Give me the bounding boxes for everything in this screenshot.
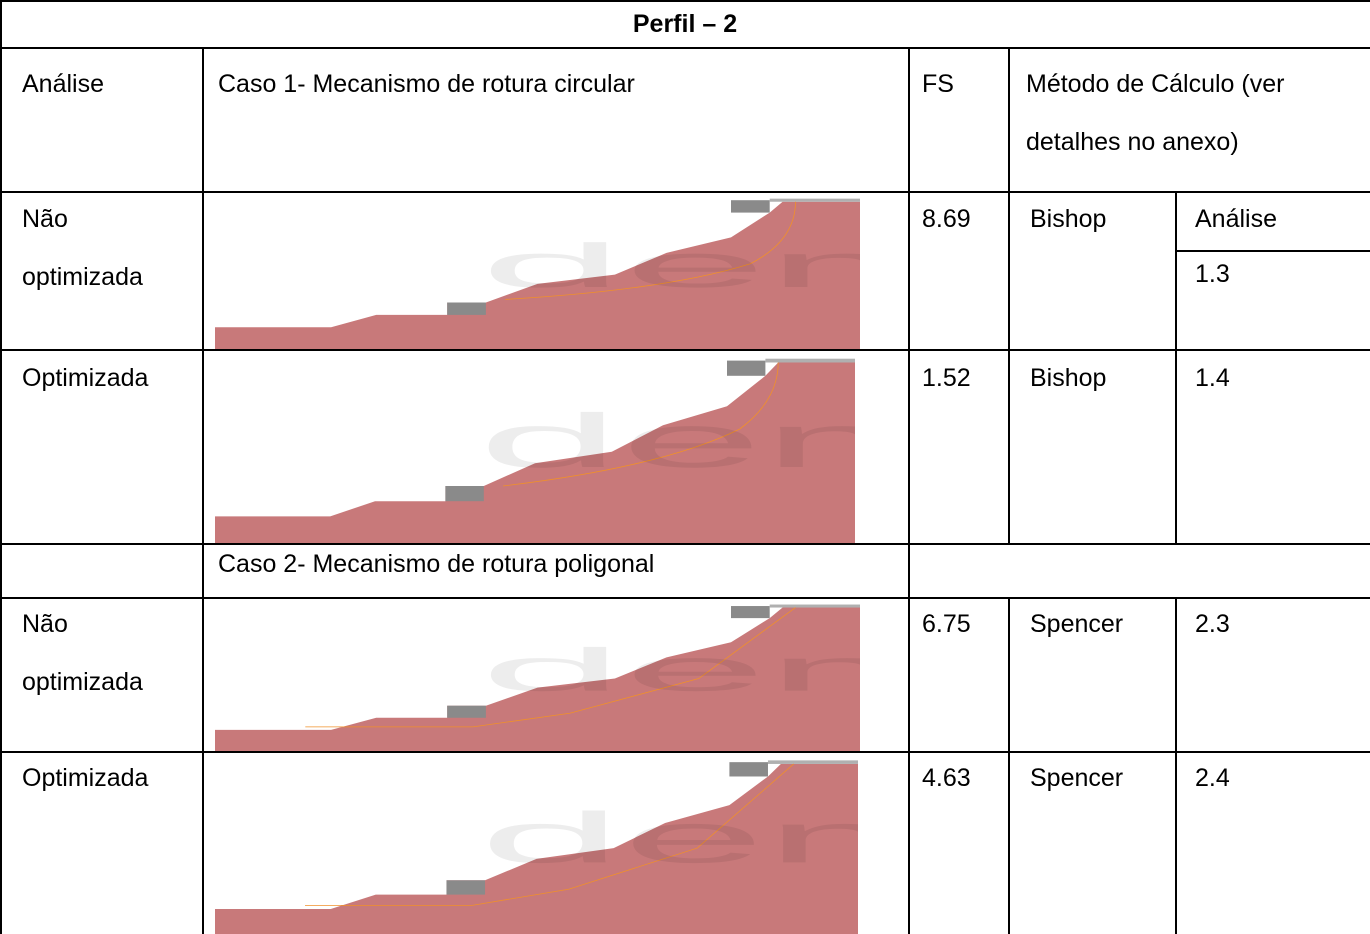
wall <box>446 880 486 895</box>
slip-surface <box>305 764 794 905</box>
rule <box>1175 191 1177 544</box>
cell: 8.69 <box>922 205 971 233</box>
slope-image: dem <box>215 194 982 349</box>
cell: Análise <box>1195 205 1277 233</box>
cell: 2.4 <box>1195 764 1230 792</box>
soil <box>215 607 860 751</box>
cell: Spencer <box>1030 610 1124 638</box>
slope-image: dem <box>215 600 982 751</box>
wall <box>447 705 486 718</box>
rule <box>1175 250 1370 252</box>
cell: Spencer <box>1030 764 1124 792</box>
soil <box>215 201 860 349</box>
rule <box>0 47 1370 49</box>
cell: Optimizada <box>22 764 149 792</box>
rule <box>1008 47 1010 544</box>
wall <box>769 604 860 608</box>
section-label: Caso 2- Mecanismo de rotura poligonal <box>218 550 655 578</box>
header-cell: FS <box>922 70 954 98</box>
slope-drawing: dem <box>215 358 976 543</box>
wall <box>729 762 768 777</box>
cell: 6.75 <box>922 610 971 638</box>
rule <box>0 349 1370 351</box>
rule <box>0 0 2 934</box>
wall <box>769 198 860 202</box>
rule <box>202 47 204 934</box>
rule <box>0 597 1370 599</box>
slope-drawing: dem <box>215 604 982 751</box>
rule <box>0 0 1370 2</box>
slip-surface <box>503 363 778 487</box>
cell: 1.52 <box>922 364 971 392</box>
wall <box>445 486 484 502</box>
cell: 2.3 <box>1195 610 1230 638</box>
soil <box>215 763 858 934</box>
wall <box>765 358 855 363</box>
watermark: dem <box>480 636 860 704</box>
cell: Optimizada <box>22 364 149 392</box>
table-title: Perfil – 2 <box>632 10 738 38</box>
slip-surface <box>505 202 795 300</box>
header-cell: Análise <box>22 70 104 98</box>
cell: 4.63 <box>922 764 971 792</box>
wall <box>731 606 770 619</box>
wall <box>727 360 766 376</box>
rule <box>1008 597 1010 934</box>
watermark: dem <box>478 399 855 484</box>
header-cell: Método de Cálculo (ver detalhes no anexo… <box>1026 70 1285 156</box>
rule <box>0 751 1370 753</box>
cell: Bishop <box>1030 205 1107 233</box>
watermark: dem <box>480 231 860 300</box>
slope-image: dem <box>215 353 976 543</box>
soil <box>215 362 855 543</box>
header-cell: Caso 1- Mecanismo de rotura circular <box>218 70 635 98</box>
wall <box>447 302 486 315</box>
rule <box>908 47 910 934</box>
slope-drawing: dem <box>215 760 980 934</box>
slip-surface <box>305 608 795 727</box>
slope-image: dem <box>215 755 980 934</box>
rule <box>1175 597 1177 934</box>
wall <box>767 760 858 764</box>
cell: 1.4 <box>1195 364 1230 392</box>
watermark: dem <box>479 798 858 878</box>
cell: Não optimizada <box>22 205 143 291</box>
cell: 1.3 <box>1195 260 1230 288</box>
rule <box>0 191 1370 193</box>
cell: Não optimizada <box>22 610 143 696</box>
wall <box>731 200 770 213</box>
rule <box>0 543 1370 545</box>
cell: Bishop <box>1030 364 1107 392</box>
slope-drawing: dem <box>215 198 982 349</box>
